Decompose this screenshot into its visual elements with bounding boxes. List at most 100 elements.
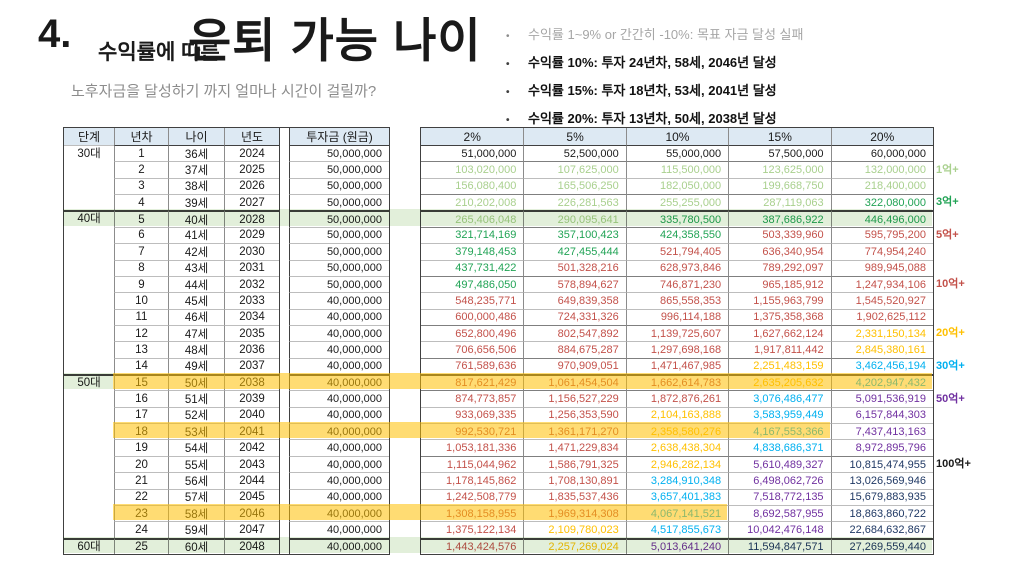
table-gap [279, 504, 289, 522]
age-cell: 47세 [168, 324, 224, 342]
value-cell: 996,114,188 [625, 308, 729, 325]
value-cell: 55,000,000 [625, 145, 729, 162]
year-cell: 2035 [224, 324, 279, 342]
year-number-cell: 20 [114, 455, 168, 473]
value-cell: 1,375,358,368 [728, 308, 831, 325]
year-cell: 2043 [224, 455, 279, 473]
value-cell: 8,692,587,955 [728, 504, 831, 522]
year-number-cell: 19 [114, 439, 168, 456]
value-cell: 2,635,205,632 [728, 374, 831, 391]
table-gap [279, 521, 289, 538]
table-gap [279, 177, 289, 195]
principal-cell: 50,000,000 [289, 145, 389, 162]
year-cell: 2030 [224, 243, 279, 260]
value-cell: 1,247,934,106 [830, 275, 933, 293]
table-gap [279, 308, 289, 325]
rate-header: 10% [625, 128, 729, 145]
year-number-cell: 3 [114, 177, 168, 195]
year-number-cell: 4 [114, 194, 168, 211]
year-cell: 2048 [224, 537, 279, 554]
year-number-cell: 5 [114, 210, 168, 227]
value-cell: 595,795,200 [830, 226, 933, 244]
age-cell: 36세 [168, 145, 224, 162]
value-cell: 636,340,954 [728, 243, 831, 260]
value-cell: 865,558,353 [625, 292, 729, 309]
value-cell: 424,358,550 [625, 226, 729, 244]
value-cell: 103,020,000 [421, 161, 524, 177]
value-cell: 322,080,000 [830, 194, 933, 211]
year-cell: 2044 [224, 472, 279, 489]
value-cell: 884,675,287 [523, 341, 626, 358]
year-number-cell: 24 [114, 521, 168, 538]
threshold-label: 20억+ [936, 327, 965, 340]
value-cell: 2,638,438,304 [625, 439, 729, 456]
note-item: • 수익률 10%: 투자 24년차, 58세, 2046년 달성 [506, 52, 803, 71]
value-cell: 1,872,876,261 [625, 390, 729, 407]
principal-cell: 40,000,000 [289, 292, 389, 309]
year-cell: 2034 [224, 308, 279, 325]
stage-cell: 60대 [64, 537, 114, 554]
value-cell: 2,845,380,161 [830, 341, 933, 358]
age-cell: 49세 [168, 357, 224, 375]
year-cell: 2025 [224, 161, 279, 178]
note-item: • 수익률 1~9% or 간간히 -10%: 목표 자금 달성 실패 [506, 24, 803, 43]
age-cell: 48세 [168, 341, 224, 358]
year-cell: 2047 [224, 521, 279, 538]
title-prefix: 수익률에 따른 [98, 41, 220, 64]
value-cell: 1,178,145,862 [421, 472, 524, 488]
bullet-icon: • [506, 31, 510, 42]
value-cell: 446,496,000 [830, 210, 933, 227]
value-cell: 1,156,527,229 [523, 390, 626, 407]
table-gap [279, 145, 289, 162]
value-cell: 746,871,230 [625, 275, 729, 293]
value-cell: 1,443,424,576 [421, 537, 524, 554]
year-number-cell: 9 [114, 275, 168, 293]
value-cell: 321,714,169 [421, 226, 524, 243]
value-cell: 2,946,282,134 [625, 455, 729, 473]
age-cell: 58세 [168, 504, 224, 522]
age-cell: 39세 [168, 194, 224, 211]
table-gap [279, 357, 289, 375]
stage-cell: 40대 [64, 210, 114, 374]
principal-cell: 50,000,000 [289, 275, 389, 293]
value-cell: 3,284,910,348 [625, 472, 729, 489]
value-cell: 123,625,000 [728, 161, 831, 178]
threshold-label: 1억+ [936, 163, 959, 176]
threshold-label: 3억+ [936, 196, 959, 209]
value-cell: 1,586,791,325 [523, 455, 626, 473]
value-cell: 52,500,000 [523, 145, 626, 162]
value-cell: 7,437,413,163 [830, 423, 933, 440]
left-header: 년차 [114, 128, 168, 145]
value-cell: 182,050,000 [625, 177, 729, 195]
value-cell: 107,625,000 [523, 161, 626, 178]
value-cell: 4,517,855,673 [625, 521, 729, 538]
year-number-cell: 6 [114, 226, 168, 244]
value-cell: 1,053,181,336 [421, 439, 524, 455]
value-cell: 874,773,857 [421, 390, 524, 406]
value-cell: 199,668,750 [728, 177, 831, 195]
principal-cell: 40,000,000 [289, 357, 389, 375]
page-subtitle: 노후자금을 달성하기 까지 얼마나 시간이 걸릴까? [71, 83, 377, 100]
principal-cell: 40,000,000 [289, 308, 389, 325]
threshold-label: 10억+ [936, 278, 965, 291]
value-cell: 970,909,051 [523, 357, 626, 375]
value-cell: 51,000,000 [421, 145, 524, 161]
value-cell: 11,594,847,571 [728, 537, 831, 554]
value-cell: 1,835,537,436 [523, 488, 626, 505]
year-number-cell: 2 [114, 161, 168, 178]
value-cell: 1,256,353,590 [523, 406, 626, 424]
value-cell: 1,662,614,783 [625, 374, 729, 391]
principal-cell: 40,000,000 [289, 423, 389, 440]
table-gap [279, 423, 289, 440]
year-number-cell: 17 [114, 406, 168, 424]
value-cell: 521,794,405 [625, 243, 729, 260]
year-cell: 2033 [224, 292, 279, 309]
year-cell: 2029 [224, 226, 279, 244]
year-number-cell: 11 [114, 308, 168, 325]
year-number-cell: 23 [114, 504, 168, 522]
principal-cell: 40,000,000 [289, 324, 389, 342]
value-cell: 4,167,553,366 [728, 423, 831, 440]
age-cell: 57세 [168, 488, 224, 505]
table-gap [279, 292, 289, 309]
value-cell: 1,308,158,955 [421, 504, 524, 521]
